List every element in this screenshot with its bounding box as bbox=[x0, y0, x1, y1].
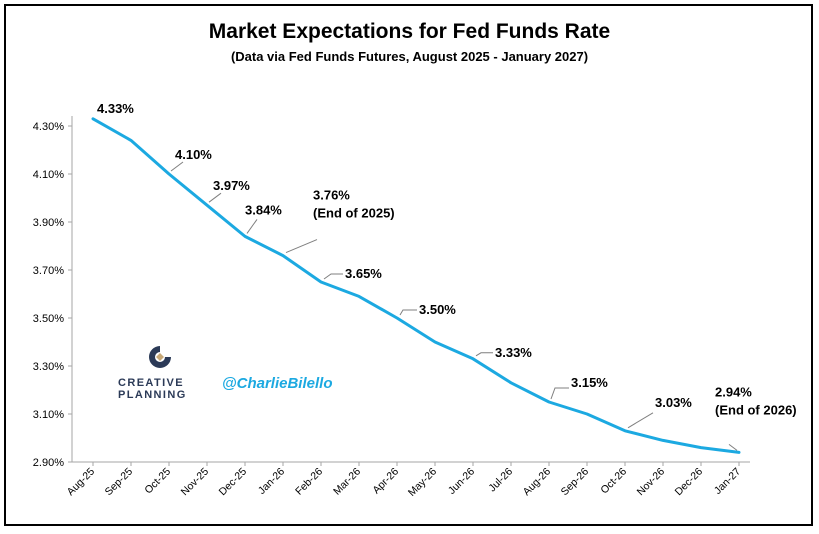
x-tick-label: Feb-26 bbox=[293, 466, 325, 498]
data-point bbox=[472, 357, 474, 360]
data-point bbox=[358, 295, 360, 298]
data-label: 3.84% bbox=[245, 202, 282, 217]
data-label-leader-line bbox=[475, 352, 493, 357]
data-label: 3.76% bbox=[313, 188, 350, 203]
data-point bbox=[738, 451, 740, 454]
data-label-leader-line bbox=[399, 309, 417, 316]
data-point bbox=[434, 341, 436, 343]
data-label-leader-line bbox=[728, 443, 738, 451]
x-tick-label: Jul-26 bbox=[486, 466, 515, 495]
data-point bbox=[510, 381, 512, 384]
data-label-leader-line bbox=[550, 387, 569, 400]
x-tick-label: Dec-26 bbox=[673, 466, 706, 499]
x-tick-label: May-26 bbox=[406, 466, 439, 499]
fed-funds-series-line bbox=[91, 117, 741, 454]
y-tick-label: 3.90% bbox=[33, 217, 64, 229]
creative-planning-logo-icon bbox=[149, 346, 171, 368]
chart-frame bbox=[4, 4, 813, 526]
y-tick-label: 4.10% bbox=[33, 169, 64, 181]
y-tick-label: 4.30% bbox=[33, 121, 64, 133]
logo-line-1: CREATIVE bbox=[118, 377, 185, 389]
x-tick-label: Jan-27 bbox=[712, 466, 743, 497]
logo-line-2: PLANNING bbox=[118, 389, 187, 401]
x-tick-label: Oct-25 bbox=[142, 466, 173, 497]
x-tick-label: Sep-26 bbox=[559, 466, 592, 499]
author-handle: @CharlieBilello bbox=[222, 375, 333, 392]
data-label: 3.33% bbox=[495, 345, 532, 360]
y-tick-label: 3.30% bbox=[33, 361, 64, 373]
data-label-leader-line bbox=[170, 161, 184, 172]
data-label-leader-line bbox=[246, 219, 258, 234]
data-label: 3.97% bbox=[213, 178, 250, 193]
data-label-leader-line bbox=[285, 239, 318, 254]
y-tick-label: 3.10% bbox=[33, 409, 64, 421]
data-point bbox=[168, 173, 170, 175]
data-point bbox=[282, 254, 284, 257]
data-label: 3.65% bbox=[345, 266, 382, 281]
data-label-leader-line bbox=[627, 412, 654, 429]
data-label-leader-line bbox=[323, 273, 343, 280]
x-tick-label: Jan-26 bbox=[256, 466, 287, 497]
data-label: 3.50% bbox=[419, 302, 456, 317]
data-point bbox=[396, 317, 398, 319]
data-label: 3.15% bbox=[571, 375, 608, 390]
chart-title: Market Expectations for Fed Funds Rate bbox=[208, 20, 611, 43]
data-point bbox=[586, 413, 588, 415]
x-tick-label: Dec-25 bbox=[217, 466, 250, 499]
data-point bbox=[206, 204, 208, 207]
data-point bbox=[130, 139, 132, 142]
y-tick-label: 3.70% bbox=[33, 265, 64, 277]
x-tick-label: Nov-26 bbox=[635, 466, 668, 499]
x-tick-label: Aug-26 bbox=[521, 466, 554, 499]
x-tick-label: Jun-26 bbox=[446, 466, 477, 497]
data-label: 4.10% bbox=[175, 147, 212, 162]
series-group bbox=[91, 117, 741, 454]
data-label: 2.94% bbox=[715, 384, 752, 399]
data-point bbox=[700, 446, 702, 449]
x-tick-label: Mar-26 bbox=[331, 466, 363, 498]
y-tick-label: 3.50% bbox=[33, 313, 64, 325]
data-point bbox=[320, 281, 322, 283]
data-label-leader-line bbox=[208, 192, 222, 203]
data-point bbox=[92, 117, 94, 120]
data-label: (End of 2026) bbox=[715, 402, 797, 417]
data-point bbox=[662, 439, 664, 442]
x-tick-label: Apr-26 bbox=[370, 466, 401, 497]
x-tick-label: Sep-25 bbox=[103, 466, 136, 499]
data-label: 4.33% bbox=[97, 101, 134, 116]
data-point bbox=[548, 401, 550, 403]
y-tick-label: 2.90% bbox=[33, 457, 64, 469]
axes: 2.90% 3.10% 3.30% 3.50% 3.70% 3.90% 4.10% 4.30%… bbox=[33, 116, 750, 499]
logo-text: CREATIVE PLANNING bbox=[118, 377, 208, 401]
x-tick-label: Aug-25 bbox=[65, 466, 98, 499]
data-point bbox=[244, 235, 246, 238]
chart-subtitle: (Data via Fed Funds Futures, August 2025… bbox=[230, 49, 589, 64]
data-point bbox=[624, 429, 626, 432]
data-labels: 4.33% 4.10% 3.97% 3.84% 3.76% (End of 2025) 3.… bbox=[97, 101, 797, 451]
x-tick-label: Oct-26 bbox=[598, 466, 629, 497]
data-label: (End of 2025) bbox=[313, 206, 395, 221]
data-label: 3.03% bbox=[655, 395, 692, 410]
x-tick-label: Nov-25 bbox=[179, 466, 212, 499]
